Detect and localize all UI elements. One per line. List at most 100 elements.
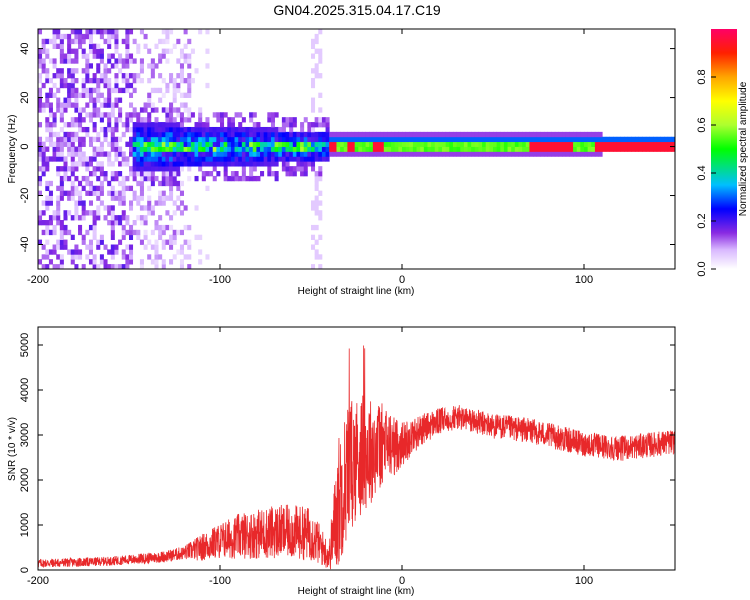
spectrogram-cell [41, 210, 46, 216]
spectrogram-cell [369, 136, 374, 143]
spectrogram-cell [340, 131, 345, 138]
spectrogram-cell [351, 151, 356, 157]
spectrogram-cell [405, 131, 410, 138]
spectrogram-cell [460, 146, 465, 152]
colorbar-tick-label: 0.4 [696, 165, 708, 180]
spectrogram-cell [56, 151, 61, 157]
spectrogram-cell [161, 190, 166, 196]
spectrogram-cell [85, 126, 90, 133]
spectrogram-cell [172, 210, 177, 216]
spectrogram-cell [558, 151, 563, 157]
spectrogram-cell [187, 151, 192, 157]
spectrogram-cell [45, 239, 50, 245]
spectrogram-cell [48, 112, 53, 118]
spectrogram-cell [81, 200, 86, 206]
spectrogram-cell [92, 224, 97, 231]
spectrogram-cell [380, 151, 385, 157]
spectrogram-cell [227, 151, 232, 157]
spectrogram-cell [536, 146, 541, 152]
spectrogram-cell [99, 58, 104, 64]
spectrogram-cell [161, 175, 166, 182]
spectrogram-cell [292, 146, 297, 152]
spectrogram-cell [216, 136, 221, 143]
spectrogram-cell [416, 151, 421, 157]
spectrogram-cell [270, 117, 275, 123]
spectrogram-cell [169, 73, 174, 79]
spectrogram-cell [234, 112, 239, 118]
spectrogram-cell [307, 131, 312, 138]
spectrogram-cell [456, 146, 461, 152]
spectrogram-cell [303, 141, 308, 147]
spectrogram-cell [292, 166, 297, 172]
spectrogram-cell [296, 131, 301, 138]
spectrogram-cell [154, 141, 159, 147]
spectrogram-cell [48, 215, 53, 221]
spectrogram-cell [423, 151, 428, 157]
spectrogram-cell [41, 156, 46, 162]
spectrogram-cell [88, 224, 93, 231]
spectrogram-cell [449, 151, 454, 157]
spectrogram-cell [143, 215, 148, 221]
spectrogram-cell [329, 141, 334, 147]
spectrogram-cell [318, 215, 323, 221]
spectrogram-cell [147, 254, 152, 260]
snr-frame [37, 326, 676, 571]
spectrogram-cell [485, 131, 490, 138]
spectrogram-cell [41, 107, 46, 113]
spectrogram-cell [92, 259, 97, 265]
spectrogram-cell [147, 117, 152, 123]
spectrogram-cell [311, 224, 316, 231]
spectrogram-cell [169, 136, 174, 143]
spectrogram-cell [223, 156, 228, 162]
spectrogram-cell [150, 244, 155, 250]
spectrogram-cell [616, 146, 621, 152]
spectrogram-cell [172, 180, 177, 187]
spectrogram-cell [38, 77, 43, 84]
spectrogram-cell [147, 136, 152, 143]
spectrogram-cell [172, 200, 177, 206]
spectrogram-cell [660, 141, 665, 147]
spectrogram-cell [209, 141, 214, 147]
spectrogram-cell [92, 220, 97, 226]
spectrogram-cell [92, 146, 97, 152]
spectrogram-cell [576, 146, 581, 152]
spectrogram-cell [179, 244, 184, 250]
spectrogram-cell [147, 141, 152, 147]
spectrogram-cell [110, 102, 115, 108]
spectrogram-cell [45, 53, 50, 59]
spectrogram-cell [81, 92, 86, 98]
spectrogram-cell [139, 58, 144, 64]
spectrogram-cell [321, 131, 326, 138]
spectrogram-cell [52, 63, 57, 69]
spectrogram-cell [154, 166, 159, 172]
spectrogram-cell [59, 73, 64, 79]
spectrogram-cell [129, 58, 134, 64]
spectrogram-cell [96, 205, 101, 211]
spectrogram-cell [438, 146, 443, 152]
spectrogram-cell [209, 161, 214, 167]
spectrogram-cell [143, 117, 148, 123]
spectrogram-cell [187, 224, 192, 231]
spectrogram-cell [347, 131, 352, 138]
spectrogram-cell [41, 102, 46, 108]
spectrogram-cell [110, 63, 115, 69]
spectrogram-cell [147, 77, 152, 84]
spectrogram-cell [74, 68, 79, 74]
spectrogram-cell [358, 141, 363, 147]
spectrogram-cell [314, 185, 319, 192]
spectrogram-cell [325, 122, 330, 128]
spectrogram-cell [150, 131, 155, 138]
spectrogram-cell [165, 146, 170, 152]
spectrogram-cell [289, 117, 294, 123]
spectrogram-cell [241, 126, 246, 133]
spectrogram-x-tick-label: -100 [209, 274, 231, 286]
spectrogram-cell [125, 77, 130, 84]
spectrogram-cell [420, 136, 425, 143]
spectrogram-cell [474, 151, 479, 157]
spectrogram-cell [169, 141, 174, 147]
spectrogram-cell [394, 146, 399, 152]
spectrogram-cell [598, 141, 603, 147]
spectrogram-cell [376, 131, 381, 138]
spectrogram-cell [139, 146, 144, 152]
spectrogram-cell [220, 146, 225, 152]
